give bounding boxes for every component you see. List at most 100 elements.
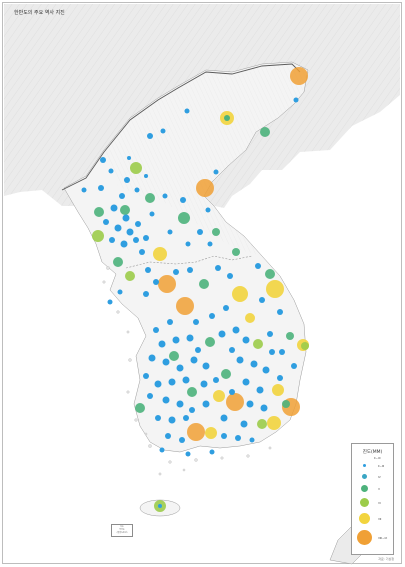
legend-label: Ⅴ [378, 487, 381, 491]
earthquake-marker [139, 249, 145, 255]
earthquake-marker [153, 247, 167, 261]
earthquake-marker [145, 193, 155, 203]
earthquake-marker [227, 273, 233, 279]
legend-swatch [359, 513, 370, 524]
earthquake-marker [119, 193, 125, 199]
earthquake-marker [209, 313, 215, 319]
earthquake-marker [94, 207, 104, 217]
legend-label: Ⅳ [378, 475, 381, 479]
earthquake-marker [185, 241, 191, 247]
earthquake-marker [291, 363, 297, 369]
earthquake-marker [185, 451, 191, 457]
earthquake-marker [209, 449, 215, 455]
earthquake-marker [269, 349, 275, 355]
earthquake-marker [259, 297, 265, 303]
earthquake-marker [143, 291, 149, 297]
earthquake-marker [223, 305, 229, 311]
earthquake-marker [246, 400, 254, 408]
earthquake-marker [168, 416, 176, 424]
earthquake-marker [220, 414, 228, 422]
earthquake-marker [199, 279, 209, 289]
earthquake-marker [190, 356, 198, 364]
national-border [61, 63, 301, 191]
earthquake-marker [290, 67, 308, 85]
earthquake-marker [301, 342, 309, 350]
earthquake-marker [266, 280, 284, 298]
earthquake-marker [135, 403, 145, 413]
earthquake-marker [100, 157, 106, 163]
korea-relief [104, 62, 308, 256]
earthquake-marker [256, 386, 264, 394]
earthquake-marker [176, 400, 184, 408]
earthquake-marker [242, 336, 250, 344]
earthquake-marker [293, 97, 299, 103]
earthquake-marker [158, 275, 176, 293]
earthquake-marker [267, 331, 273, 337]
earthquake-marker [240, 420, 248, 428]
coastal-islands [102, 266, 272, 476]
earthquake-marker [117, 289, 123, 295]
earthquake-marker [189, 407, 195, 413]
dokdo-inset: 독도 우산도 (울릉도동남) [111, 524, 133, 537]
earthquake-marker [186, 334, 194, 342]
earthquake-marker [215, 265, 221, 271]
legend-swatch [363, 464, 366, 467]
earthquake-marker [122, 214, 130, 222]
earthquake-marker [221, 433, 227, 439]
earthquake-marker [167, 319, 173, 325]
earthquake-marker [197, 229, 203, 235]
earthquake-marker [245, 313, 255, 323]
legend-label: Ⅱ~Ⅲ [378, 464, 385, 468]
earthquake-marker [229, 389, 235, 395]
legend-swatch [362, 474, 367, 479]
earthquake-marker [213, 169, 219, 175]
earthquake-marker [196, 179, 214, 197]
earthquake-marker [279, 349, 285, 355]
legend-title: 진도(MM) [362, 450, 383, 455]
legend-swatch [357, 530, 372, 545]
earthquake-marker [205, 337, 215, 347]
earthquake-marker [145, 267, 151, 273]
earthquake-marker [213, 390, 225, 402]
earthquake-marker [159, 447, 165, 453]
earthquake-marker [148, 354, 156, 362]
earthquake-marker [108, 168, 114, 174]
earthquake-marker [277, 309, 283, 315]
earthquake-marker [255, 263, 261, 269]
earthquake-marker [193, 319, 199, 325]
earthquake-marker [260, 127, 270, 137]
earthquake-marker [187, 423, 205, 441]
earthquake-marker [103, 219, 109, 225]
earthquake-marker [180, 197, 186, 203]
earthquake-marker [267, 416, 281, 430]
earthquake-marker [226, 393, 244, 411]
earthquake-marker [169, 351, 179, 361]
earthquake-marker [232, 326, 240, 334]
earthquake-marker [144, 174, 148, 178]
earthquake-marker [221, 369, 231, 379]
earthquake-marker [195, 347, 201, 353]
earthquake-marker [257, 419, 267, 429]
legend-header: Ⅱ~Ⅸ [374, 456, 381, 460]
earthquake-marker [147, 133, 153, 139]
earthquake-marker [253, 339, 263, 349]
earthquake-marker [235, 435, 241, 441]
earthquake-marker [272, 384, 284, 396]
earthquake-marker [183, 415, 189, 421]
earthquake-marker [260, 404, 268, 412]
earthquake-marker [236, 356, 244, 364]
earthquake-marker [155, 415, 161, 421]
earthquake-marker [229, 347, 235, 353]
earthquake-marker [153, 279, 159, 285]
earthquake-marker [187, 267, 193, 273]
inset-label: (울릉도동남) [116, 532, 128, 534]
earthquake-marker [127, 156, 131, 160]
earthquake-marker [173, 269, 179, 275]
earthquake-marker [242, 378, 250, 386]
dmz-line [125, 255, 253, 269]
earthquake-marker [154, 380, 162, 388]
map-frame [2, 2, 402, 564]
earthquake-marker [213, 377, 219, 383]
inset-label: 우산도 [119, 529, 125, 531]
earthquake-marker [178, 212, 190, 224]
